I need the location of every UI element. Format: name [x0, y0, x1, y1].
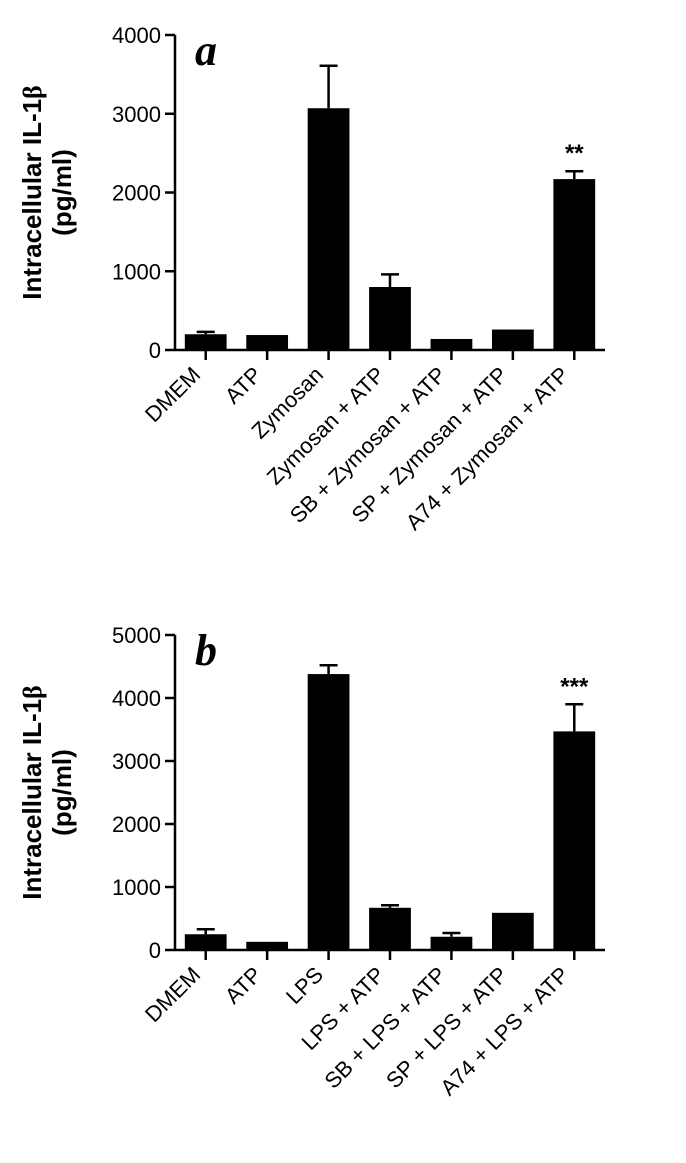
ytick-label: 4000	[112, 23, 161, 48]
bar	[553, 731, 595, 950]
ytick-label: 0	[149, 338, 161, 363]
bar	[492, 913, 534, 950]
ytick-label: 2000	[112, 812, 161, 837]
bar	[246, 335, 288, 350]
bar	[369, 908, 411, 950]
y-axis-label-sub: (pg/ml)	[47, 149, 77, 236]
bar	[308, 108, 350, 350]
ytick-label: 5000	[112, 623, 161, 648]
panel-letter: a	[195, 26, 217, 75]
bar	[185, 934, 227, 950]
ytick-label: 4000	[112, 686, 161, 711]
ytick-label: 1000	[112, 259, 161, 284]
significance-marker: **	[565, 140, 584, 167]
bar	[185, 334, 227, 350]
bar	[369, 287, 411, 350]
category-label: DMEM	[140, 362, 205, 427]
bar	[246, 942, 288, 950]
category-label: ATP	[220, 962, 267, 1009]
bar	[431, 937, 473, 950]
ytick-label: 1000	[112, 875, 161, 900]
category-label: LPS	[281, 962, 328, 1009]
y-axis-label-sub: (pg/ml)	[47, 749, 77, 836]
bar	[492, 330, 534, 350]
bar	[308, 674, 350, 950]
ytick-label: 3000	[112, 749, 161, 774]
category-label: ATP	[220, 362, 267, 409]
ytick-label: 3000	[112, 102, 161, 127]
figure-root: 01000200030004000DMEMATPZymosanZymosan +…	[0, 0, 686, 1163]
y-axis-label-main: Intracellular IL-1β	[17, 85, 47, 300]
panel-letter: b	[195, 626, 217, 675]
panel-a: 01000200030004000DMEMATPZymosanZymosan +…	[0, 0, 686, 580]
significance-marker: ***	[560, 673, 589, 700]
ytick-label: 0	[149, 938, 161, 963]
panel-b: 010002000300040005000DMEMATPLPSLPS + ATP…	[0, 600, 686, 1160]
bar	[553, 179, 595, 350]
y-axis-label-main: Intracellular IL-1β	[17, 685, 47, 900]
bar	[431, 339, 473, 350]
ytick-label: 2000	[112, 181, 161, 206]
category-label: DMEM	[140, 962, 205, 1027]
